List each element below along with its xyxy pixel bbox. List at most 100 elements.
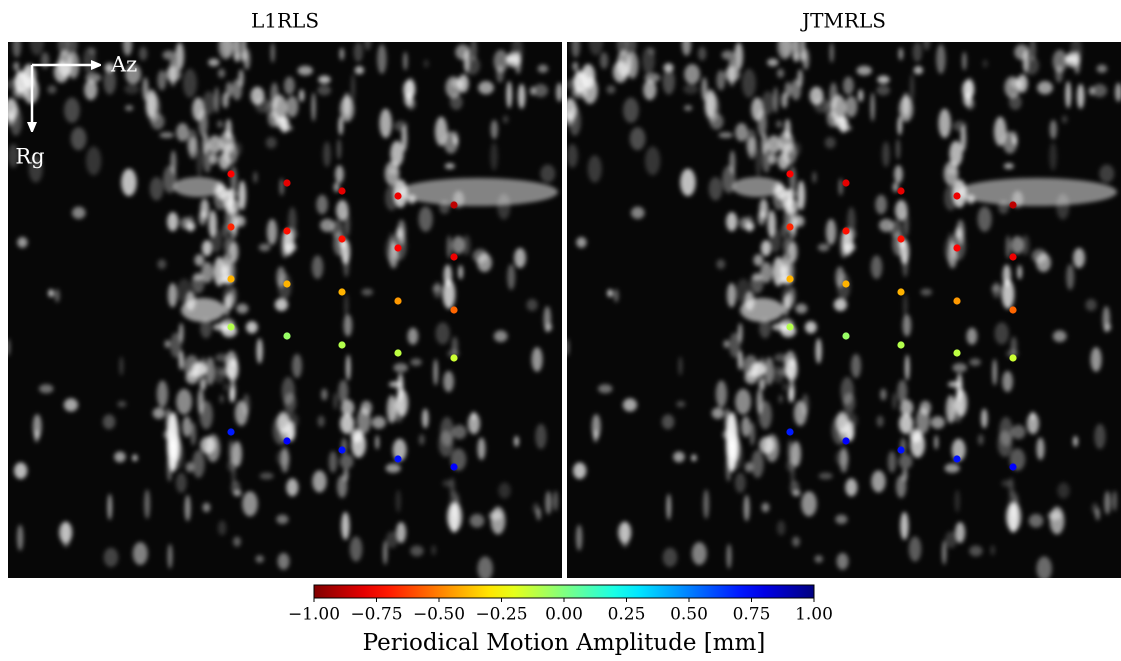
- speckle-blob: [350, 428, 363, 443]
- scatterer: [897, 235, 905, 243]
- speckle-blob: [1102, 306, 1111, 333]
- speckle-blob: [593, 429, 598, 443]
- speckle-blob: [764, 434, 780, 463]
- speckle-blob: [8, 111, 16, 126]
- speckle-blob: [222, 92, 229, 109]
- speckle-blob: [801, 393, 809, 416]
- speckle-blob: [894, 165, 903, 184]
- speckle-blob: [337, 475, 348, 498]
- speckle-blob: [826, 111, 839, 128]
- speckle-blob: [181, 298, 225, 322]
- speckle-blob: [318, 75, 331, 84]
- speckle-blob: [922, 42, 931, 51]
- speckle-blob: [297, 65, 313, 76]
- speckle-blob: [446, 501, 463, 532]
- speckle-blob: [772, 256, 785, 287]
- speckle-blob: [896, 475, 907, 498]
- speckle-blob: [790, 359, 797, 367]
- speckle-blob: [145, 89, 158, 118]
- speckle-blob: [34, 429, 39, 443]
- speckle-blob: [1052, 49, 1068, 73]
- speckle-blob: [225, 118, 232, 141]
- speckle-blob: [842, 229, 854, 256]
- speckle-blob: [462, 235, 471, 256]
- speckle-blob: [38, 384, 54, 394]
- speckle-blob: [847, 207, 856, 235]
- speckle-blob: [233, 536, 241, 547]
- speckle-blob: [472, 248, 488, 264]
- speckle-blob: [1073, 247, 1085, 269]
- speckle-blob: [170, 332, 182, 358]
- speckle-blob: [1104, 490, 1111, 515]
- speckle-blob: [734, 42, 744, 70]
- scatterer: [897, 187, 905, 195]
- speckle-blob: [532, 502, 540, 515]
- speckle-blob: [231, 79, 243, 101]
- speckle-blob: [12, 42, 22, 58]
- speckle-blob: [920, 288, 933, 296]
- speckle-blob: [716, 259, 726, 270]
- speckle-blob: [1094, 423, 1106, 450]
- speckle-blob: [205, 356, 215, 386]
- speckle-blob: [813, 97, 830, 113]
- speckle-blob: [629, 127, 646, 151]
- speckle-blob: [760, 261, 773, 283]
- scatterer: [394, 455, 402, 463]
- speckle-blob: [383, 540, 388, 565]
- speckle-blob: [880, 388, 887, 401]
- speckle-blob: [184, 355, 200, 378]
- speckle-blob: [423, 59, 429, 68]
- speckle-blob: [625, 42, 637, 55]
- speckle-blob: [256, 338, 263, 364]
- speckle-blob: [259, 472, 274, 480]
- speckle-blob: [737, 350, 743, 371]
- speckle-blob: [445, 76, 462, 99]
- speckle-blob: [283, 229, 295, 256]
- speckle-blob: [176, 388, 193, 415]
- az-label: Az: [110, 53, 137, 77]
- speckle-blob: [743, 355, 759, 378]
- speckle-blob: [773, 86, 779, 114]
- speckle-blob: [757, 210, 766, 226]
- speckle-blob: [761, 502, 770, 513]
- speckle-blob: [176, 123, 189, 142]
- speckle-blob: [514, 247, 526, 269]
- speckle-blob: [167, 212, 179, 232]
- speckle-blob: [999, 416, 1013, 447]
- speckle-blob: [900, 399, 914, 417]
- speckle-blob: [217, 520, 227, 536]
- speckle-blob: [909, 428, 922, 443]
- speckle-blob: [229, 387, 236, 403]
- speckle-blob: [969, 358, 981, 367]
- scatterer: [1009, 253, 1017, 261]
- speckle-blob: [732, 177, 782, 197]
- speckle-blob: [797, 180, 806, 211]
- speckle-blob: [103, 68, 117, 95]
- speckle-blob: [317, 415, 325, 427]
- speckle-blob: [752, 274, 763, 281]
- speckle-blob: [386, 395, 397, 424]
- speckle-blob: [903, 293, 908, 319]
- speckle-blob: [150, 113, 165, 130]
- speckle-blob: [401, 124, 408, 152]
- speckle-blob: [784, 292, 793, 309]
- speckle-blob: [606, 85, 616, 94]
- speckle-blob: [829, 82, 838, 110]
- speckle-blob: [531, 347, 543, 372]
- speckle-blob: [909, 73, 915, 103]
- speckle-blob: [870, 255, 883, 279]
- speckle-blob: [597, 384, 613, 394]
- speckle: [567, 42, 1121, 578]
- speckle-blob: [843, 412, 858, 429]
- speckle-blob: [856, 65, 872, 76]
- speckle-blob: [477, 437, 486, 460]
- speckle-blob: [349, 536, 363, 562]
- scatterer: [227, 323, 235, 331]
- speckle-blob: [279, 178, 285, 196]
- speckle-blob: [396, 521, 407, 544]
- panel-title: JTMRLS: [800, 9, 886, 33]
- speckle-blob: [254, 97, 271, 113]
- speckle-blob: [344, 210, 350, 238]
- speckle-blob: [825, 218, 837, 245]
- speckle-blob: [663, 62, 674, 73]
